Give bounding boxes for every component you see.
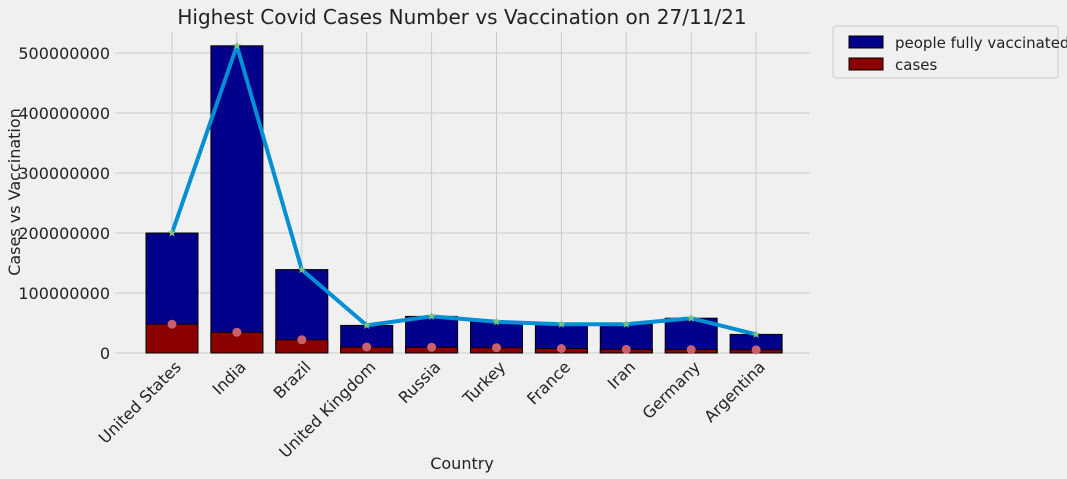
- legend-label: cases: [895, 56, 937, 74]
- cases-point: [167, 319, 177, 329]
- x-tick-label: India: [209, 357, 250, 398]
- cases-point: [751, 345, 761, 355]
- bar-people-fully-vaccinated: [210, 45, 264, 354]
- legend: people fully vaccinated cases: [832, 25, 1067, 79]
- y-tick-label: 300000000: [18, 164, 110, 183]
- legend-label: people fully vaccinated: [895, 34, 1067, 52]
- y-tick-label: 200000000: [18, 224, 110, 243]
- vaccination-star-marker: [751, 329, 761, 338]
- y-axis-label: Cases vs Vaccination: [5, 108, 24, 276]
- legend-swatch: [848, 57, 884, 71]
- x-tick-label: Germany: [639, 357, 704, 422]
- y-tick-label: 0: [100, 344, 110, 363]
- x-tick-label: Brazil: [270, 357, 315, 402]
- legend-swatch: [848, 35, 884, 49]
- x-axis-label: Country: [430, 454, 494, 473]
- chart-title: Highest Covid Cases Number vs Vaccinatio…: [177, 5, 746, 29]
- cases-point: [556, 344, 566, 353]
- x-tick-label: France: [523, 357, 574, 408]
- y-tick-label: 400000000: [18, 104, 110, 123]
- x-tick-label: Argentina: [700, 357, 769, 426]
- vaccination-star-marker: [167, 228, 177, 237]
- vaccination-star-marker: [427, 311, 436, 320]
- cases-point: [492, 343, 501, 353]
- cases-point: [686, 345, 696, 355]
- vaccination-star-marker: [557, 319, 566, 328]
- vaccination-line: [170, 43, 759, 337]
- cases-point: [297, 335, 307, 345]
- vaccination-star-marker: [297, 265, 307, 274]
- cases-point: [427, 342, 437, 352]
- y-tick-label: 100000000: [18, 284, 110, 303]
- vaccination-star-marker: [622, 319, 631, 328]
- x-tick-label: United States: [95, 357, 185, 447]
- x-tick-label: Russia: [395, 357, 445, 407]
- vaccination-star-marker: [362, 320, 371, 329]
- legend-box: [832, 25, 1059, 79]
- vaccination-star-marker: [232, 41, 242, 50]
- vaccination-star-marker: [492, 317, 501, 326]
- cases-point: [362, 342, 372, 352]
- x-tick-label: Iran: [604, 357, 640, 393]
- plot-area: 0 100000000 200000000 300000000 400000000 500…: [18, 32, 810, 462]
- x-tick-label: Turkey: [458, 357, 509, 408]
- vaccination-star-marker: [686, 313, 696, 322]
- cases-point: [232, 327, 242, 337]
- cases-point: [621, 344, 631, 354]
- y-tick-label: 500000000: [18, 44, 110, 63]
